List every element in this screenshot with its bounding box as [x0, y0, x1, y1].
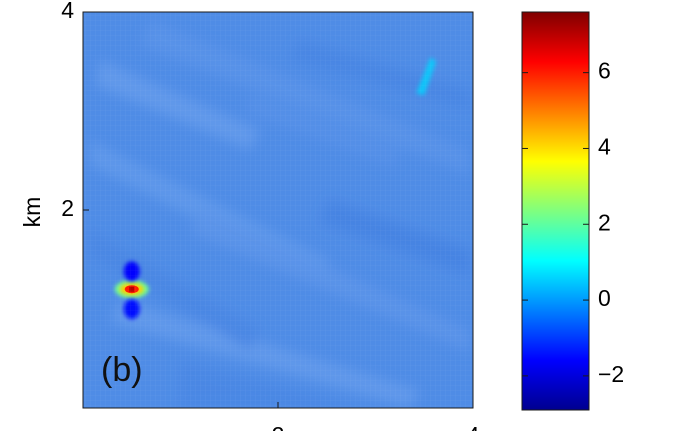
panel-label: (b): [101, 351, 143, 389]
y-tick-label: 2: [61, 195, 74, 221]
colorbar-tick-label: −2: [598, 361, 624, 387]
x-axis: 24: [272, 402, 480, 431]
y-axis: 24: [61, 0, 89, 221]
colorbar-tick-label: 0: [598, 285, 611, 311]
x-tick-label: 4: [467, 422, 480, 431]
colorbar: 6 4 2 0 −2: [521, 11, 624, 411]
colorbar-tick-label: 4: [598, 134, 611, 160]
colorbar-tick-label: 2: [598, 209, 611, 235]
y-axis-label: km: [19, 197, 45, 228]
heatmap-panel: [82, 11, 474, 409]
colorbar-gradient: [521, 11, 590, 411]
x-tick-label: 2: [272, 422, 285, 431]
colorbar-tick-label: 6: [598, 58, 611, 84]
heatmap-grid: [83, 12, 473, 408]
y-tick-label: 4: [61, 0, 74, 23]
colorbar-ticks: 6 4 2 0 −2: [522, 58, 624, 387]
